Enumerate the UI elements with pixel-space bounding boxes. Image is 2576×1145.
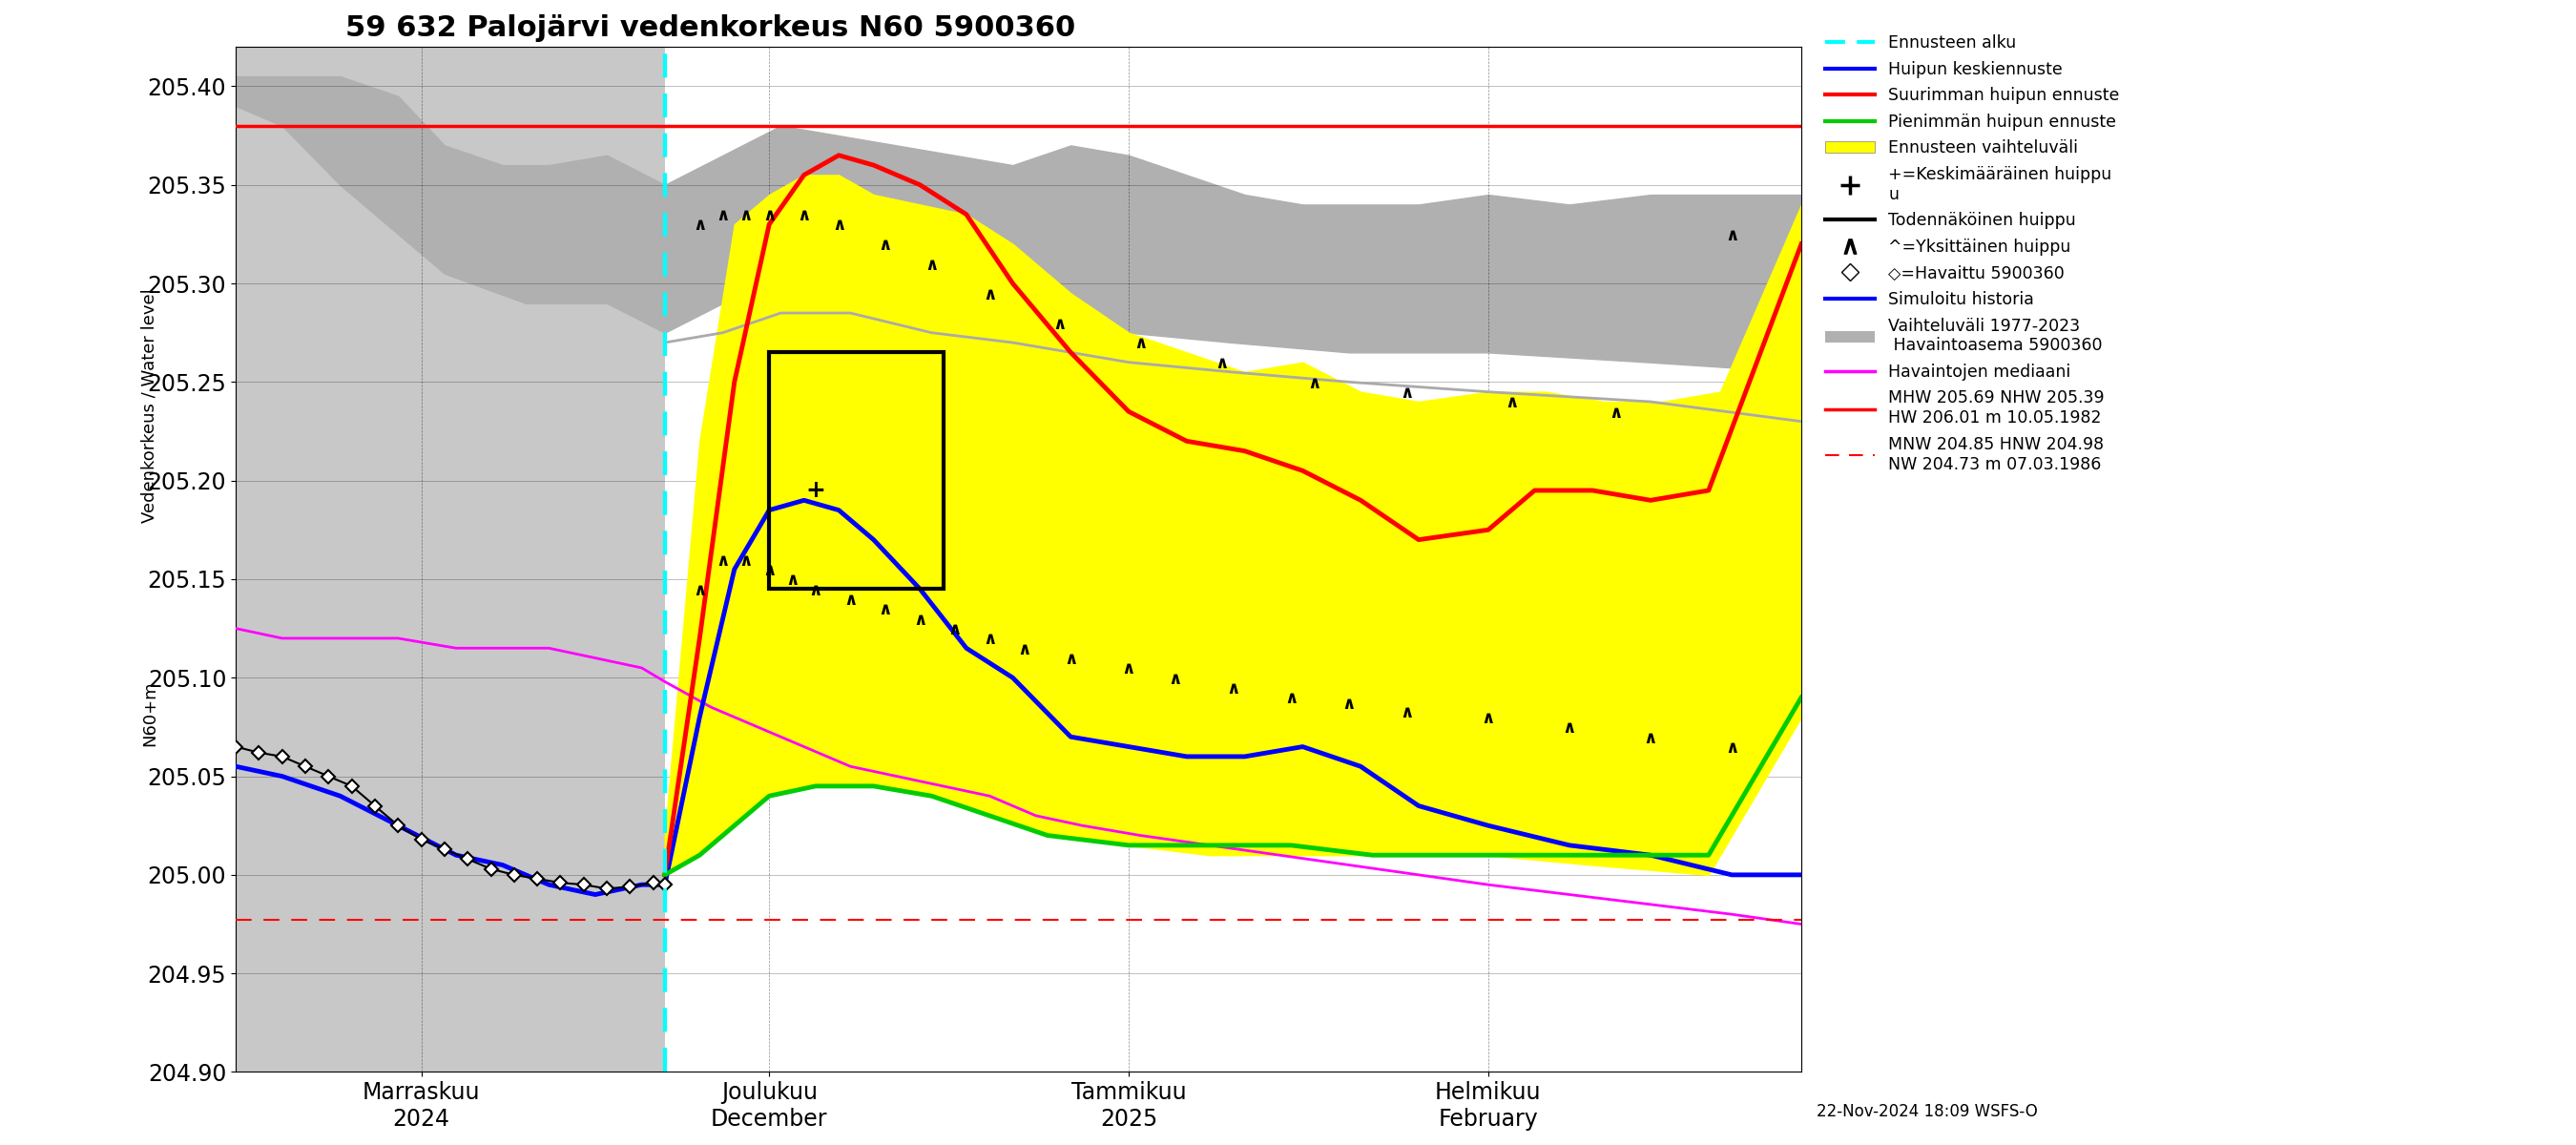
Text: ∧: ∧ <box>925 256 938 274</box>
Text: ∧: ∧ <box>1564 720 1577 737</box>
Text: Vedenkorkeus / Water level: Vedenkorkeus / Water level <box>142 289 157 523</box>
Text: ∧: ∧ <box>1018 641 1030 658</box>
Text: ∧: ∧ <box>1306 374 1321 392</box>
Text: ∧: ∧ <box>739 552 752 569</box>
Text: ∧: ∧ <box>1226 680 1239 697</box>
Text: ∧: ∧ <box>716 552 729 569</box>
Text: ∧: ∧ <box>762 207 775 224</box>
Text: ∧: ∧ <box>1726 227 1739 244</box>
Text: ∧: ∧ <box>739 207 752 224</box>
Text: N60+m: N60+m <box>142 680 157 745</box>
Text: ∧: ∧ <box>1342 696 1355 713</box>
Text: ∧: ∧ <box>1643 729 1656 747</box>
Text: ∧: ∧ <box>1167 670 1182 687</box>
Bar <box>770 353 943 589</box>
Text: ∧: ∧ <box>1481 710 1494 727</box>
Text: ∧: ∧ <box>1133 335 1146 353</box>
Text: ∧: ∧ <box>809 582 822 599</box>
Text: ∧: ∧ <box>1504 394 1517 411</box>
Text: ∧: ∧ <box>1064 650 1077 668</box>
Text: ∧: ∧ <box>981 286 997 303</box>
Text: 59 632 Palojärvi vedenkorkeus N60 5900360: 59 632 Palojärvi vedenkorkeus N60 590036… <box>345 14 1074 42</box>
Text: ∧: ∧ <box>693 582 706 599</box>
Text: ∧: ∧ <box>878 601 891 618</box>
Text: ∧: ∧ <box>1051 316 1066 333</box>
Text: ∧: ∧ <box>842 592 858 609</box>
Text: ∧: ∧ <box>1401 385 1414 402</box>
Text: ∧: ∧ <box>762 562 775 579</box>
Text: ∧: ∧ <box>981 631 997 648</box>
Text: ∧: ∧ <box>948 621 961 638</box>
Text: ∧: ∧ <box>1121 661 1136 678</box>
Bar <box>665 47 1801 1072</box>
Text: ∧: ∧ <box>1401 704 1414 721</box>
Text: ∧: ∧ <box>832 216 845 234</box>
Text: ∧: ∧ <box>1726 740 1739 757</box>
Text: ∧: ∧ <box>1610 404 1623 421</box>
Text: +: + <box>806 479 824 502</box>
Text: ∧: ∧ <box>912 611 927 629</box>
Text: ∧: ∧ <box>1213 355 1229 372</box>
Text: ∧: ∧ <box>1283 690 1298 708</box>
Text: ∧: ∧ <box>693 216 706 234</box>
Text: 22-Nov-2024 18:09 WSFS-O: 22-Nov-2024 18:09 WSFS-O <box>1816 1103 2038 1120</box>
Text: ∧: ∧ <box>716 207 729 224</box>
Text: ∧: ∧ <box>786 571 799 589</box>
Legend: Ennusteen alku, Huipun keskiennuste, Suurimman huipun ennuste, Pienimmän huipun : Ennusteen alku, Huipun keskiennuste, Suu… <box>1826 34 2120 473</box>
Text: ∧: ∧ <box>796 207 811 224</box>
Text: ∧: ∧ <box>878 237 891 254</box>
Bar <box>237 47 665 1072</box>
